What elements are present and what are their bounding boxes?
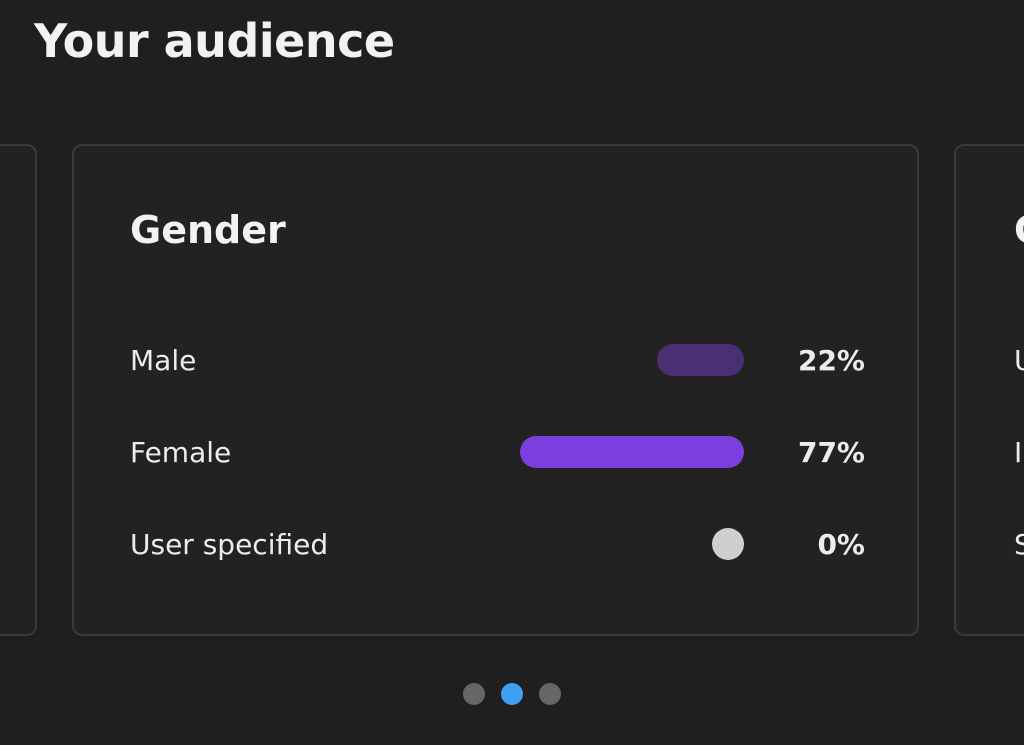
gender-row-male: Male 22% [130,340,865,380]
carousel-pagination [0,683,1024,705]
pagination-dot[interactable] [463,683,485,705]
pagination-dot[interactable] [539,683,561,705]
gender-row-label: User specified [130,528,329,561]
gender-card: Gender Male 22% Female 77% User specifie… [72,144,919,636]
gender-row-value: 22% [797,344,865,377]
next-card-row-label: U [1014,344,1024,377]
pagination-dot-active[interactable] [501,683,523,705]
next-card-title: C [1014,208,1024,252]
previous-card[interactable] [0,144,37,636]
gender-bar-track [520,528,744,560]
page-title: Your audience [34,14,395,68]
next-card-row-label: S [1014,528,1024,561]
gender-bar-track [520,436,744,468]
gender-row-female: Female 77% [130,432,865,472]
gender-row-value: 77% [797,436,865,469]
next-card[interactable]: C U I S [954,144,1024,636]
gender-bar-track [520,344,744,376]
gender-card-title: Gender [130,208,286,252]
gender-row-label: Male [130,344,197,377]
gender-row-user-specified: User specified 0% [130,524,865,564]
gender-bar-user-specified [712,528,744,560]
gender-bar-female [520,436,744,468]
gender-row-value: 0% [817,528,865,561]
gender-bar-male [657,344,744,376]
gender-row-label: Female [130,436,232,469]
next-card-row-label: I [1014,436,1023,469]
